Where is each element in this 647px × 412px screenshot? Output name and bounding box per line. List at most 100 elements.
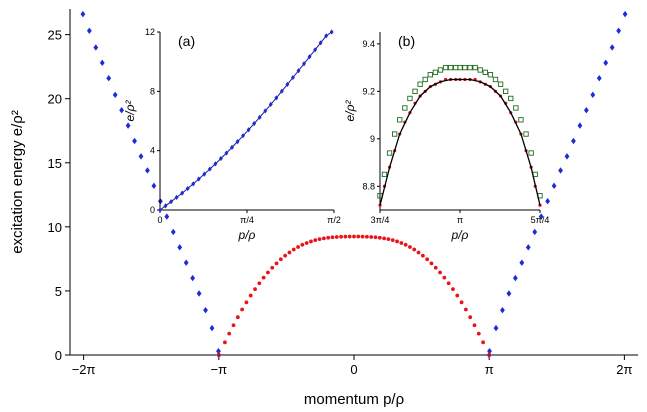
data-point [513, 105, 519, 111]
y-axis-label: excitation energy e/ρ² [9, 110, 26, 254]
x-axis-label: momentum p/ρ [304, 391, 404, 408]
data-point [285, 81, 290, 87]
data-point [218, 155, 223, 162]
data-point [397, 117, 403, 123]
data-point [482, 69, 488, 75]
data-point [463, 307, 468, 312]
data-point [145, 167, 150, 174]
data-point [300, 242, 305, 247]
data-point [227, 331, 232, 336]
data-point [170, 228, 176, 236]
data-point [290, 74, 295, 81]
data-point [477, 67, 483, 73]
series-line [159, 31, 332, 211]
data-point [467, 64, 473, 71]
inset-x-axis-label: p/ρ [238, 228, 256, 242]
data-point [487, 72, 494, 78]
y-tick-label: 0 [55, 348, 62, 363]
data-point [551, 182, 557, 190]
data-point [296, 68, 301, 74]
data-point [590, 91, 596, 99]
data-point [330, 235, 335, 240]
data-point [481, 340, 485, 345]
data-point [503, 88, 509, 94]
data-point [151, 182, 157, 190]
data-point [402, 105, 408, 111]
data-point [390, 238, 395, 243]
data-point [399, 241, 404, 245]
data-point [360, 234, 365, 239]
data-point [309, 239, 313, 244]
data-point [558, 167, 563, 174]
data-point [407, 95, 413, 102]
x-tick-label: π/2 [327, 215, 341, 225]
data-point [235, 139, 240, 145]
data-point [453, 64, 459, 71]
data-point [571, 137, 576, 145]
data-point [241, 133, 246, 139]
data-point [106, 75, 112, 82]
data-point [497, 81, 504, 87]
data-point [512, 274, 518, 282]
data-point [313, 47, 318, 53]
inset-y-axis-label: e/ρ² [123, 100, 137, 122]
y-tick-label: 5 [55, 284, 62, 299]
data-point [224, 150, 229, 156]
data-point [177, 244, 183, 251]
data-point [577, 122, 583, 129]
data-point [339, 234, 343, 239]
inset-x-axis-label: p/ρ [451, 228, 469, 242]
x-tick-label: 0 [157, 215, 162, 225]
y-tick-label: 9 [370, 134, 375, 144]
data-point [253, 287, 257, 292]
data-point [185, 185, 190, 192]
data-point [99, 59, 105, 67]
panel-label: (b) [398, 33, 415, 49]
data-point [382, 236, 387, 241]
data-point [283, 253, 288, 258]
y-tick-label: 15 [48, 156, 62, 171]
data-point [291, 247, 296, 252]
data-point [365, 234, 369, 239]
data-point [196, 290, 202, 297]
x-tick-label: π [485, 362, 494, 377]
data-point [381, 171, 388, 178]
data-point [287, 250, 292, 255]
data-point [523, 131, 529, 137]
data-point [246, 127, 251, 133]
data-point [274, 261, 279, 266]
data-point [334, 235, 339, 239]
data-point [169, 199, 174, 205]
data-point [191, 181, 196, 187]
data-point [203, 306, 208, 314]
y-tick-label: 9.2 [362, 86, 375, 96]
data-point [158, 207, 162, 213]
data-point [257, 114, 262, 120]
data-point [307, 54, 312, 60]
inset-b-plot: 3π/4 π 5π/4 8.8 9 9.2 9.4 p/ρ e/ρ² (b) [343, 32, 549, 242]
data-point [493, 324, 499, 332]
data-point [545, 198, 551, 205]
data-point [427, 72, 433, 78]
y-tick-label: 20 [48, 92, 62, 107]
data-point [302, 61, 306, 67]
data-point [472, 323, 477, 328]
data-point [437, 67, 444, 73]
data-point [500, 306, 505, 314]
data-point [279, 88, 284, 94]
data-point [216, 351, 222, 359]
theory-curve [379, 78, 541, 206]
data-point [609, 44, 615, 51]
data-point [278, 257, 283, 262]
data-point [395, 239, 399, 244]
y-tick-label: 8.8 [362, 181, 375, 191]
data-point [138, 153, 144, 160]
data-point [433, 265, 438, 270]
data-point [240, 307, 245, 312]
data-point [352, 234, 356, 239]
data-point [532, 228, 538, 236]
data-point [369, 235, 374, 239]
data-point [263, 108, 268, 114]
x-tick-label: π/4 [240, 215, 254, 225]
